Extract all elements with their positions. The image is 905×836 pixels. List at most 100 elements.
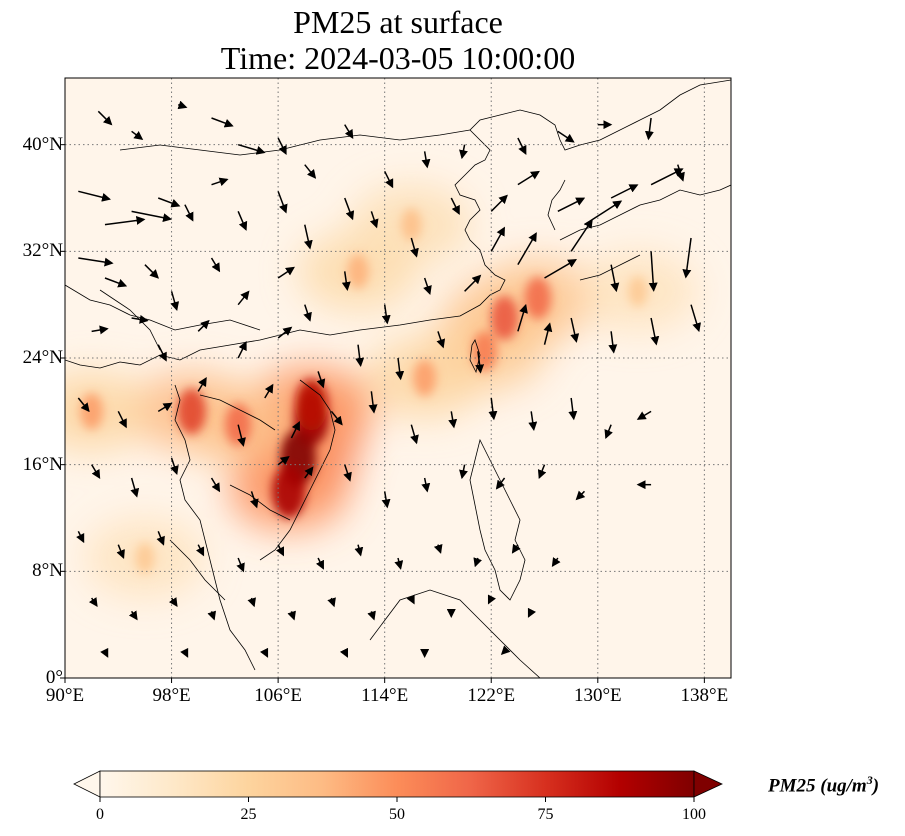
wind-arrow bbox=[636, 410, 652, 420]
lat-tick-label: 0° bbox=[45, 667, 63, 688]
wind-arrow bbox=[196, 544, 205, 557]
wind-arrow bbox=[197, 377, 207, 392]
pm25-hotspot bbox=[271, 464, 306, 519]
lon-tick-label: 90°E bbox=[45, 685, 85, 706]
wind-arrow bbox=[423, 277, 432, 296]
wind-arrow bbox=[354, 544, 364, 557]
wind-arrow bbox=[168, 597, 178, 608]
colorbar-tick-label: 50 bbox=[389, 806, 405, 823]
wind-arrow bbox=[237, 290, 250, 306]
map-frame bbox=[64, 77, 732, 679]
pm25-haze-blob bbox=[65, 371, 152, 452]
wind-arrow bbox=[459, 144, 468, 160]
lon-tick-label: 98°E bbox=[152, 685, 191, 706]
wind-arrow bbox=[343, 464, 352, 482]
graticule bbox=[65, 78, 731, 678]
colorbar-tick-label: 75 bbox=[537, 806, 554, 823]
wind-arrow bbox=[210, 257, 221, 273]
wind-arrow bbox=[156, 531, 165, 546]
wind-arrow bbox=[97, 110, 113, 126]
wind-arrow bbox=[237, 341, 247, 359]
wind-arrow bbox=[395, 357, 405, 381]
wind-arrow bbox=[464, 274, 482, 292]
pm25-hotspot bbox=[177, 388, 206, 435]
axis-tickmarks bbox=[60, 144, 705, 683]
wind-arrow bbox=[304, 466, 314, 479]
pm25-hotspot bbox=[80, 393, 104, 430]
wind-arrow bbox=[304, 164, 317, 179]
wind-arrow bbox=[170, 457, 179, 476]
wind-arrow bbox=[76, 530, 85, 544]
wind-arrow bbox=[527, 607, 536, 618]
wind-arrow bbox=[339, 647, 348, 658]
wind-arrow bbox=[410, 237, 419, 258]
map-title-line2: Time: 2024-03-05 10:00:00 bbox=[220, 40, 576, 76]
wind-arrow bbox=[104, 215, 146, 226]
wind-arrow bbox=[682, 237, 692, 279]
lon-tick-label: 130°E bbox=[573, 685, 622, 706]
wind-arrow bbox=[473, 557, 482, 568]
pm25-field-hotspots bbox=[80, 208, 648, 574]
wind-arrow bbox=[207, 610, 217, 621]
wind-arrow bbox=[237, 211, 248, 231]
colorbar-label: PM25 (ug/m3) bbox=[768, 773, 880, 797]
wind-arrow bbox=[211, 177, 229, 187]
wind-arrow bbox=[100, 647, 109, 658]
wind-arrow bbox=[381, 304, 391, 325]
wind-arrow bbox=[551, 557, 561, 568]
wind-arrow bbox=[144, 264, 159, 279]
lat-tick-label: 8°N bbox=[32, 560, 63, 582]
wind-arrow bbox=[315, 557, 324, 570]
wind-arrow bbox=[91, 325, 109, 335]
wind-arrow bbox=[330, 410, 343, 426]
wind-arrow bbox=[450, 197, 460, 215]
pm25-hotspot bbox=[490, 295, 519, 341]
lon-tick-label: 138°E bbox=[680, 685, 729, 706]
wind-arrow bbox=[131, 210, 173, 223]
wind-arrow bbox=[130, 477, 140, 498]
wind-arrow bbox=[180, 647, 189, 658]
wind-arrow bbox=[277, 137, 287, 155]
wind-arrow bbox=[211, 117, 234, 128]
wind-arrow bbox=[128, 610, 138, 621]
wind-arrow bbox=[237, 143, 266, 155]
lat-tick-label: 40°N bbox=[22, 133, 63, 155]
wind-arrow bbox=[528, 411, 538, 432]
wind-arrow bbox=[250, 491, 259, 509]
lon-tick-label: 114°E bbox=[361, 685, 409, 706]
wind-arrow bbox=[327, 597, 336, 608]
wind-vectors bbox=[76, 100, 701, 659]
wind-arrow bbox=[490, 226, 505, 252]
wind-arrow bbox=[316, 371, 326, 389]
wind-arrow bbox=[608, 331, 618, 354]
colorbar-tick-label: 25 bbox=[240, 806, 257, 823]
wind-arrow bbox=[277, 191, 288, 214]
wind-arrow bbox=[157, 344, 167, 362]
wind-arrow bbox=[544, 259, 578, 279]
wind-arrow bbox=[610, 184, 639, 199]
wind-arrow bbox=[394, 557, 404, 570]
lon-tick-label: 106°E bbox=[254, 685, 302, 706]
wind-arrow bbox=[177, 100, 188, 110]
wind-arrow bbox=[277, 455, 290, 466]
wind-arrow bbox=[237, 424, 246, 447]
wind-arrow bbox=[557, 197, 586, 213]
wind-arrow bbox=[537, 464, 547, 480]
wind-arrow bbox=[264, 383, 274, 399]
wind-arrow bbox=[77, 397, 90, 413]
wind-arrow bbox=[570, 218, 593, 252]
wind-arrow bbox=[448, 411, 458, 429]
wind-arrow bbox=[517, 303, 528, 332]
wind-arrow bbox=[210, 477, 221, 493]
map-title-line1: PM25 at surface bbox=[293, 4, 503, 40]
wind-arrow bbox=[644, 117, 654, 141]
wind-arrow bbox=[157, 402, 173, 412]
wind-arrow bbox=[648, 251, 658, 292]
wind-arrow bbox=[184, 204, 194, 222]
wind-arrow bbox=[433, 543, 443, 554]
wind-arrow bbox=[367, 610, 376, 621]
wind-arrow bbox=[575, 490, 586, 501]
wind-arrow bbox=[459, 464, 468, 480]
lon-tick-label: 122°E bbox=[467, 685, 516, 706]
